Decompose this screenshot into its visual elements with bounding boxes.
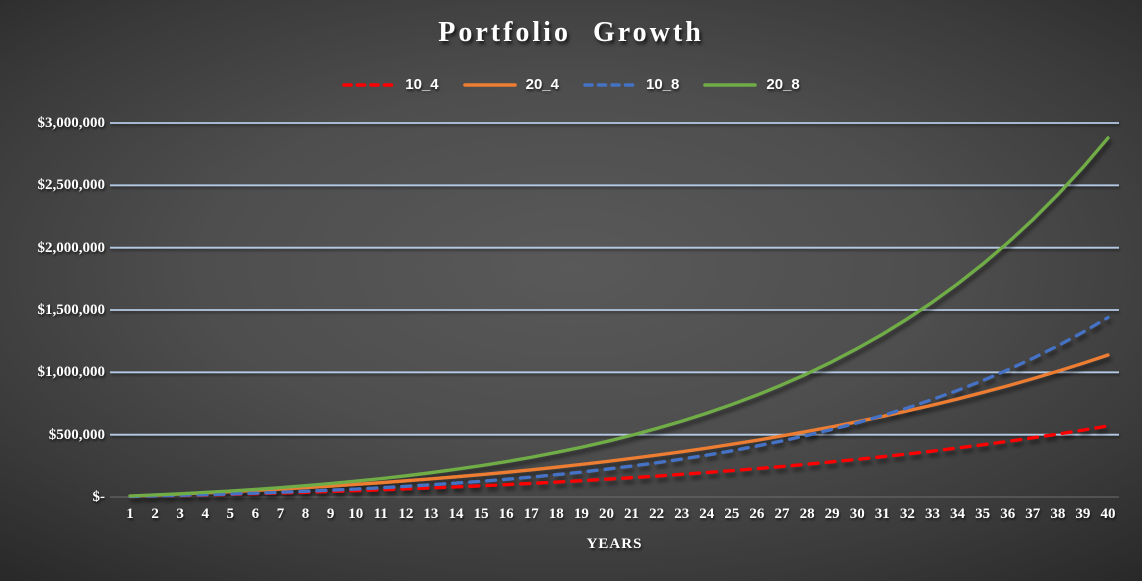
- legend-label: 10_4: [405, 76, 439, 93]
- x-tick-label: 18: [548, 506, 564, 522]
- chart-title: Portfolio Growth: [438, 17, 704, 48]
- x-tick-label: 9: [326, 506, 335, 522]
- gridlines: [110, 122, 1119, 436]
- legend-swatch-solid-orange-icon: [462, 82, 517, 87]
- x-tick-label: 3: [176, 506, 184, 522]
- x-tick-label: 31: [874, 506, 890, 522]
- legend-label: 20_4: [525, 76, 559, 93]
- x-tick-label: 36: [1000, 506, 1016, 522]
- x-tick-label: 35: [975, 506, 991, 522]
- x-tick-label: 5: [226, 506, 235, 522]
- legend-item-10_8[interactable]: 10_8: [583, 76, 679, 93]
- x-tick-label: 11: [373, 506, 388, 522]
- x-tick-label: 37: [1025, 506, 1041, 522]
- x-tick-label: 15: [473, 506, 489, 522]
- y-tick-label: $2,500,000: [37, 177, 106, 194]
- x-tick-label: 2: [151, 506, 159, 522]
- x-tick-label: 1: [126, 506, 134, 522]
- x-tick-label: 28: [799, 506, 815, 522]
- x-tick-label: 34: [950, 506, 966, 522]
- legend-label: 20_8: [766, 76, 800, 93]
- legend-item-20_4[interactable]: 20_4: [462, 76, 559, 93]
- series-line-20_4[interactable]: [128, 353, 1110, 498]
- x-tick-label: 14: [448, 506, 464, 522]
- x-tick-label: 12: [398, 506, 414, 522]
- x-tick-label: 16: [498, 506, 514, 522]
- y-tick-label: $1,000,000: [37, 364, 106, 381]
- y-tick-label: $2,000,000: [37, 239, 106, 256]
- legend-item-10_4[interactable]: 10_4: [342, 76, 439, 93]
- legend: 10_4 20_4 10_8 20_8: [0, 76, 1142, 93]
- x-tick-label: 17: [523, 506, 539, 522]
- legend-item-20_8[interactable]: 20_8: [703, 76, 800, 93]
- x-tick-label: 13: [423, 506, 439, 522]
- x-tick-label: 32: [899, 506, 915, 522]
- x-tick-label: 8: [301, 506, 310, 522]
- x-tick-label: 4: [201, 506, 209, 522]
- x-tick-label: 21: [624, 506, 640, 522]
- x-tick-label: 38: [1050, 506, 1066, 522]
- x-tick-label: 40: [1100, 506, 1116, 522]
- x-tick-label: 10: [348, 506, 364, 522]
- y-tick-label: $3,000,000: [37, 115, 106, 131]
- x-tick-label: 20: [598, 506, 614, 522]
- x-tick-label: 39: [1075, 506, 1091, 522]
- legend-swatch-dashed-red-icon: [342, 82, 397, 87]
- series-line-10_8[interactable]: [128, 315, 1110, 499]
- x-tick-label: 27: [774, 506, 790, 522]
- x-tick-label: 30: [849, 506, 865, 522]
- x-tick-label: 6: [251, 506, 260, 522]
- x-tick-label: 22: [649, 506, 665, 522]
- x-axis-title: YEARS: [586, 536, 643, 552]
- y-tick-label: $500,000: [48, 426, 105, 443]
- x-tick-label: 25: [724, 506, 740, 522]
- legend-swatch-dashed-blue-icon: [583, 82, 637, 87]
- series-line-20_8[interactable]: [128, 136, 1110, 498]
- y-tick-label: $1,500,000: [37, 302, 106, 318]
- x-tick-label: 7: [276, 506, 285, 522]
- x-tick-label: 26: [749, 506, 765, 522]
- x-tick-label: 24: [699, 506, 715, 522]
- x-tick-label: 33: [924, 506, 940, 522]
- x-tick-label: 29: [824, 506, 840, 522]
- legend-label: 10_8: [646, 76, 680, 93]
- x-tick-label: 19: [573, 506, 589, 522]
- x-tick-label: 23: [674, 506, 690, 522]
- y-tick-label: $-: [92, 489, 106, 505]
- legend-swatch-solid-green-icon: [703, 82, 758, 87]
